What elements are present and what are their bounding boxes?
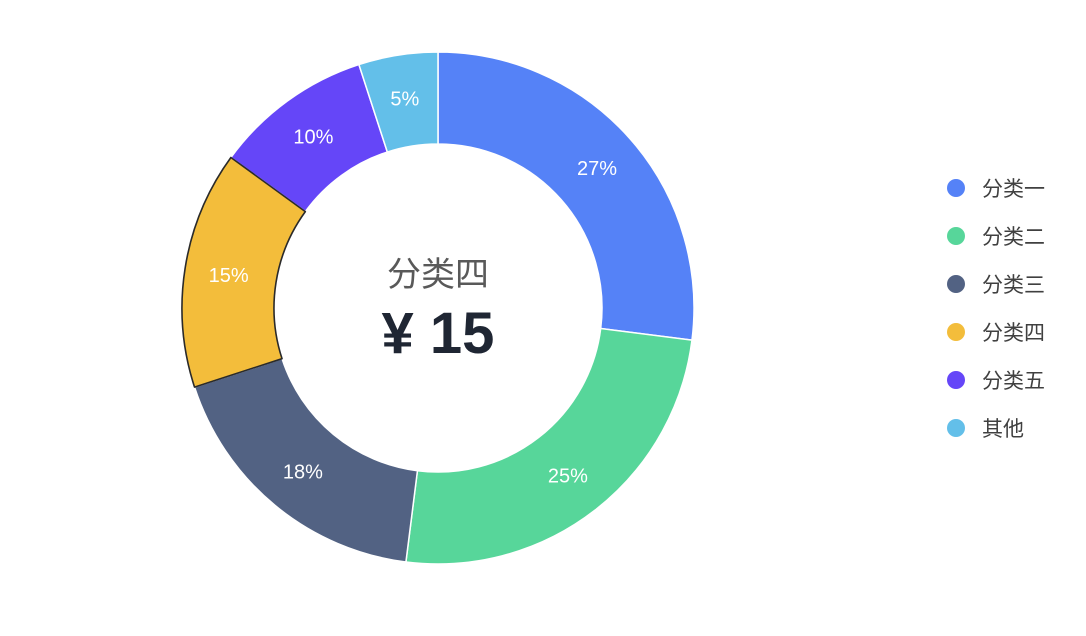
slice-3[interactable] — [193, 357, 419, 563]
legend-item-4[interactable]: 分类四 — [947, 321, 1045, 345]
slice-4[interactable] — [181, 156, 307, 388]
legend-swatch-4 — [947, 323, 965, 341]
slice-label-1: 27% — [577, 158, 617, 180]
slice-6[interactable] — [358, 51, 439, 153]
legend-swatch-2 — [947, 227, 965, 245]
slice-label-2: 25% — [548, 466, 588, 488]
legend-item-2[interactable]: 分类二 — [947, 225, 1045, 249]
legend-swatch-5 — [947, 371, 965, 389]
legend-swatch-3 — [947, 275, 965, 293]
legend-label-2: 分类二 — [982, 225, 1045, 249]
slice-label-5: 10% — [293, 126, 333, 148]
slice-2[interactable] — [405, 327, 693, 565]
legend-item-5[interactable]: 分类五 — [947, 369, 1045, 393]
legend-item-1[interactable]: 分类一 — [947, 177, 1045, 201]
slice-1[interactable] — [437, 51, 695, 341]
center-summary: 分类四 ¥ 15 — [382, 255, 495, 366]
legend-swatch-6 — [947, 419, 965, 437]
slice-label-6: 5% — [390, 89, 419, 111]
legend-label-4: 分类四 — [982, 321, 1045, 345]
center-category-name: 分类四 — [387, 255, 489, 295]
legend-label-3: 分类三 — [982, 273, 1045, 297]
legend-swatch-1 — [947, 179, 965, 197]
legend-item-6[interactable]: 其他 — [947, 417, 1024, 441]
slice-labels: 27% 25% 18% 15% 10% 5% — [209, 89, 618, 488]
center-category-value: ¥ 15 — [382, 301, 495, 366]
slice-label-4: 15% — [209, 265, 249, 287]
legend-item-3[interactable]: 分类三 — [947, 273, 1045, 297]
slice-label-3: 18% — [283, 461, 323, 483]
legend-label-6: 其他 — [982, 417, 1024, 441]
donut-slices — [181, 51, 695, 565]
legend-label-1: 分类一 — [982, 177, 1045, 201]
legend-label-5: 分类五 — [982, 369, 1045, 393]
